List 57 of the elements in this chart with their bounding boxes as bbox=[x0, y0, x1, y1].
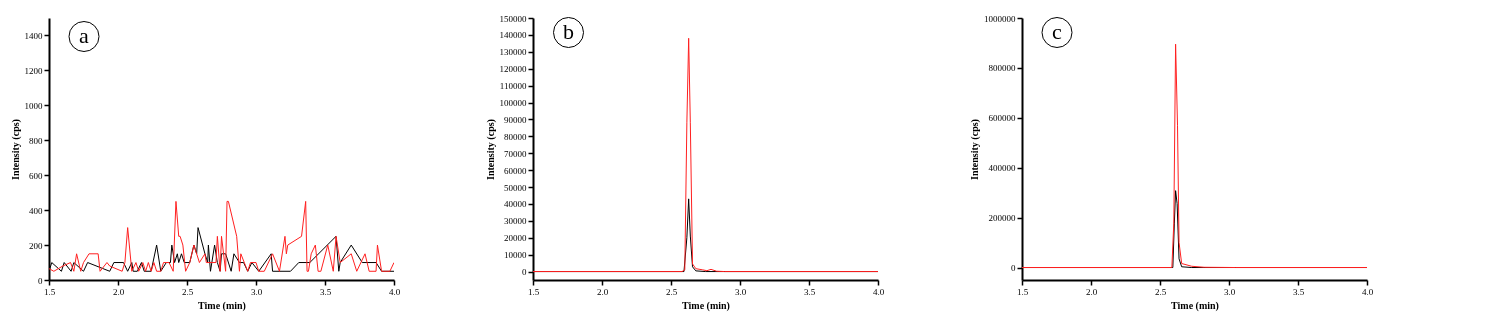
y-tick-label: 1400 bbox=[24, 30, 43, 41]
y-tick-label: 600000 bbox=[988, 113, 1016, 124]
x-axis-title: Time (min) bbox=[682, 299, 730, 312]
x-axis-title: Time (min) bbox=[1171, 299, 1219, 312]
y-tick-label: 50000 bbox=[504, 182, 527, 193]
y-tick-label: 800 bbox=[29, 135, 43, 146]
x-tick-label: 2.5 bbox=[665, 286, 678, 297]
y-axis-title: Intensity (cps) bbox=[9, 119, 22, 180]
y-tick-label: 110000 bbox=[499, 81, 527, 92]
y-tick-label: 10000 bbox=[504, 250, 527, 261]
x-tick-label: 3.0 bbox=[734, 286, 747, 297]
x-tick-label: 2.0 bbox=[1085, 286, 1098, 297]
y-tick-label: 200000 bbox=[988, 213, 1016, 224]
y-tick-label: 130000 bbox=[499, 47, 527, 58]
x-tick-label: 4.0 bbox=[1361, 286, 1374, 297]
y-tick-label: 100000 bbox=[499, 98, 527, 109]
x-axis-title: Time (min) bbox=[198, 299, 246, 312]
y-tick-label: 1000 bbox=[24, 100, 43, 111]
y-tick-label: 80000 bbox=[504, 131, 527, 142]
y-tick-label: 70000 bbox=[504, 148, 527, 159]
y-tick-label: 1000000 bbox=[984, 13, 1016, 24]
x-tick-label: 1.5 bbox=[1016, 286, 1029, 297]
y-tick-label: 1200 bbox=[24, 65, 43, 76]
x-tick-label: 2.0 bbox=[112, 286, 125, 297]
y-tick-label: 120000 bbox=[499, 64, 527, 75]
x-tick-label: 3.0 bbox=[250, 286, 263, 297]
y-tick-label: 30000 bbox=[504, 216, 527, 227]
y-tick-label: 40000 bbox=[504, 199, 527, 210]
y-tick-label: 800000 bbox=[988, 63, 1016, 74]
y-tick-label: 400 bbox=[29, 205, 43, 216]
chart-title: c bbox=[1052, 19, 1062, 44]
x-tick-label: 3.5 bbox=[319, 286, 332, 297]
x-tick-label: 3.5 bbox=[1292, 286, 1305, 297]
y-tick-label: 600 bbox=[29, 170, 43, 181]
y-tick-label: 400000 bbox=[988, 163, 1016, 174]
x-tick-label: 4.0 bbox=[872, 286, 885, 297]
y-tick-label: 0 bbox=[522, 267, 527, 278]
y-tick-label: 140000 bbox=[499, 30, 527, 41]
y-axis-title: Intensity (cps) bbox=[969, 119, 981, 180]
x-tick-label: 2.5 bbox=[181, 286, 194, 297]
x-tick-label: 3.0 bbox=[1223, 286, 1236, 297]
y-tick-label: 200 bbox=[29, 240, 43, 251]
y-axis-title: Intensity (cps) bbox=[484, 119, 497, 180]
y-tick-label: 60000 bbox=[504, 165, 527, 176]
x-tick-label: 4.0 bbox=[388, 286, 401, 297]
y-tick-label: 20000 bbox=[504, 233, 527, 244]
x-tick-label: 2.0 bbox=[596, 286, 609, 297]
x-tick-label: 3.5 bbox=[803, 286, 816, 297]
chart-title: a bbox=[79, 23, 89, 48]
chart-title: b bbox=[563, 19, 574, 44]
y-tick-label: 0 bbox=[1011, 263, 1016, 274]
x-tick-label: 1.5 bbox=[43, 286, 56, 297]
x-tick-label: 1.5 bbox=[527, 286, 540, 297]
y-tick-label: 150000 bbox=[499, 13, 527, 24]
y-tick-label: 90000 bbox=[504, 114, 527, 125]
y-tick-label: 0 bbox=[38, 275, 43, 286]
x-tick-label: 2.5 bbox=[1154, 286, 1167, 297]
